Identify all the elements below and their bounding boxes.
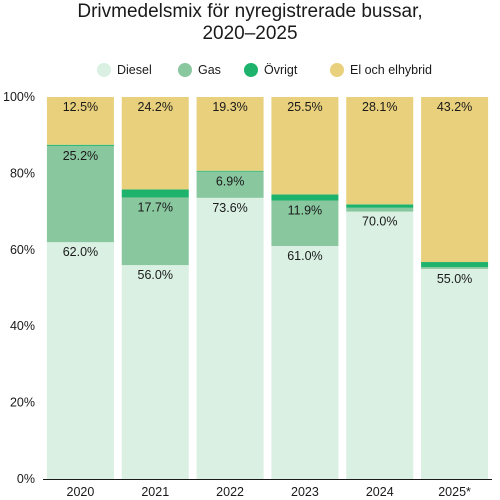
data-label: 11.9% xyxy=(288,204,323,218)
data-label: 19.3% xyxy=(212,100,247,114)
legend-swatch-ovrigt xyxy=(244,63,258,77)
legend-item-el: El och elhybrid xyxy=(330,63,432,77)
data-label: 25.5% xyxy=(287,100,322,114)
bar-segment xyxy=(46,145,114,243)
y-tick-label: 0% xyxy=(17,472,35,486)
bar-segment xyxy=(346,97,414,205)
bar-segment xyxy=(421,97,489,263)
bar-segment xyxy=(196,197,264,479)
legend-swatch-el xyxy=(330,63,344,77)
bar-segment xyxy=(346,211,414,479)
y-tick-label: 80% xyxy=(10,166,35,180)
y-tick-label: 60% xyxy=(10,243,35,257)
legend-label-el: El och elhybrid xyxy=(350,63,432,77)
legend-item-ovrigt: Övrigt xyxy=(244,63,297,77)
data-label: 25.2% xyxy=(63,149,98,163)
bar-segment xyxy=(271,194,339,201)
x-tick-label: 2023 xyxy=(291,485,319,499)
legend-item-gas: Gas xyxy=(178,63,221,77)
y-tick-label: 40% xyxy=(10,319,35,333)
legend-swatch-gas xyxy=(178,63,192,77)
bar-segment xyxy=(421,262,489,267)
bar-segment xyxy=(271,200,339,246)
bar-segment xyxy=(271,245,339,479)
y-tick-label: 20% xyxy=(10,396,35,410)
bar-segment xyxy=(271,97,339,195)
data-label: 43.2% xyxy=(437,100,472,114)
bar-segment xyxy=(196,171,264,198)
y-tick-label: 100% xyxy=(3,90,35,104)
data-label: 61.0% xyxy=(287,249,322,263)
bar-segment xyxy=(46,242,114,479)
data-label: 73.6% xyxy=(212,201,247,215)
data-label: 55.0% xyxy=(437,272,472,286)
legend-label-gas: Gas xyxy=(198,63,221,77)
x-tick-label: 2021 xyxy=(141,485,169,499)
bar-segment xyxy=(421,266,489,269)
bar-segment xyxy=(196,170,264,172)
data-label: 24.2% xyxy=(138,100,173,114)
data-label: 28.1% xyxy=(362,100,397,114)
legend-label-diesel: Diesel xyxy=(117,63,152,77)
data-label: 62.0% xyxy=(63,245,98,259)
x-tick-label: 2022 xyxy=(216,485,244,499)
bar-segment xyxy=(421,268,489,479)
bar-segment xyxy=(346,204,414,208)
bar-segment xyxy=(196,97,264,171)
legend-swatch-diesel xyxy=(97,63,111,77)
x-tick-label: 2024 xyxy=(366,485,394,499)
bar-segment xyxy=(346,207,414,212)
bar-segment xyxy=(121,197,189,266)
bar-segment xyxy=(46,97,114,145)
data-label: 6.9% xyxy=(216,174,245,188)
data-label: 17.7% xyxy=(138,200,173,214)
x-tick-label: 2020 xyxy=(67,485,95,499)
legend-item-diesel: Diesel xyxy=(97,63,152,77)
bar-segment xyxy=(121,265,189,479)
x-tick-label: 2025* xyxy=(438,485,471,499)
legend-label-ovrigt: Övrigt xyxy=(264,63,298,77)
data-label: 70.0% xyxy=(362,215,397,229)
legend: Diesel Gas Övrigt El och elhybrid xyxy=(0,63,500,81)
data-label: 12.5% xyxy=(63,100,98,114)
bar-segment xyxy=(121,189,189,198)
bar-segment xyxy=(46,144,114,146)
data-label: 56.0% xyxy=(138,268,173,282)
chart-title-line-1: Drivmedelsmix för nyregistrerade bussar, xyxy=(77,1,423,22)
chart-title-line-2: 2020–2025 xyxy=(202,23,298,44)
bar-segment xyxy=(121,97,189,190)
